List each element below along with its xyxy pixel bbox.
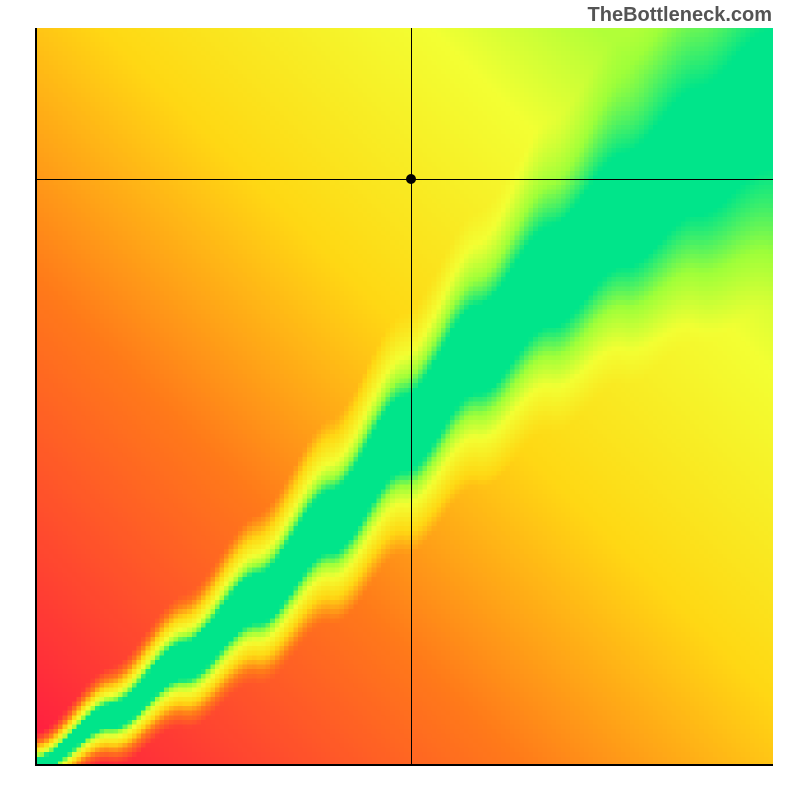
chart-container: TheBottleneck.com — [0, 0, 800, 800]
plot-area — [35, 28, 773, 766]
watermark-text: TheBottleneck.com — [588, 4, 772, 27]
bottleneck-heatmap — [35, 28, 773, 766]
